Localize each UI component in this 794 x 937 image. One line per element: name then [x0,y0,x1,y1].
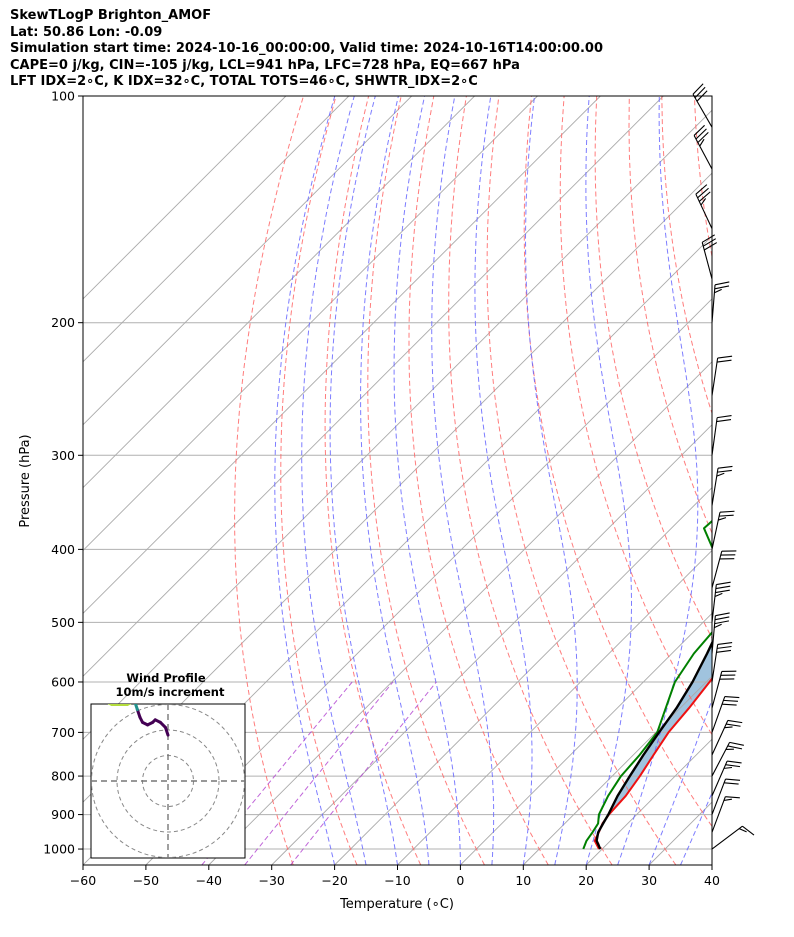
isotherm--100 [83,96,601,615]
y-tick-label: 1000 [43,842,75,857]
moist-adiabat [360,96,430,865]
hodograph-segment [133,704,139,712]
y-tick-label: 200 [51,315,75,330]
isotherm--80 [83,109,712,740]
isotherm-10 [522,675,712,865]
wind-barb [711,581,731,623]
isotherm--50 [145,298,712,865]
location-line: Lat: 50.86 Lon: -0.09 [10,24,163,40]
x-tick-label: 40 [704,873,720,888]
index-line: LFT IDX=2∘C, K IDX=32∘C, TOTAL TOTS=46∘C… [10,74,478,89]
y-tick-label: 900 [51,807,75,822]
dry-adiabat [727,96,794,865]
moist-adiabat [711,863,712,865]
dry-adiabat [486,96,677,865]
wind-barb [711,719,743,756]
isotherm--150 [83,96,287,300]
x-tick-label: −10 [384,873,410,888]
y-axis-label: Pressure (hPa) [18,434,33,527]
dry-adiabat [661,96,712,415]
wind-barb [711,696,740,733]
isotherm--130 [83,96,413,426]
wind-barb [711,670,737,709]
x-tick-label: −30 [259,873,285,888]
wind-barb [711,355,733,396]
x-tick-label: 0 [456,873,464,888]
dry-adiabat [448,96,613,865]
isotherm--110 [83,96,538,552]
y-tick-label: 500 [51,615,75,630]
wind-barb [711,415,732,456]
mixing-ratio-line [201,681,353,865]
wind-barb [711,825,755,850]
wind-barb [695,184,713,229]
hodograph-segment [107,704,114,706]
dry-adiabat [280,96,358,865]
parcel-line [595,640,712,850]
moist-adiabat [585,96,632,865]
isotherm--120 [83,96,475,489]
time-line: Simulation start time: 2024-10-16_00:00:… [10,41,603,56]
mixing-ratio-line [244,681,394,865]
wind-barb [711,741,744,777]
wind-barb [701,234,718,280]
wind-barb [711,510,735,550]
x-tick-label: −60 [70,873,96,888]
chart-title: SkewTLogP Brighton_AMOF [10,8,212,23]
dry-adiabat [324,96,422,865]
y-tick-label: 800 [51,769,75,784]
moist-adiabat [274,96,336,865]
x-tick-label: −40 [196,873,222,888]
x-tick-label: 10 [515,873,531,888]
y-tick-label: 100 [51,89,75,104]
dry-adiabat [408,96,549,865]
dry-adiabat [234,96,304,865]
x-axis-label: Temperature (∘C) [339,897,454,912]
moist-adiabat [648,698,712,865]
isotherm--10 [397,549,712,865]
dry-adiabat [367,96,485,865]
y-tick-label: 300 [51,448,75,463]
x-tick-label: 30 [641,873,657,888]
dry-adiabat [559,96,712,736]
wind-barb [693,124,713,170]
wind-barb [711,465,733,506]
chart-header: SkewTLogP Brighton_AMOF Lat: 50.86 Lon: … [10,8,780,91]
wind-barb [711,642,733,683]
y-tick-label: 700 [51,725,75,740]
wind-barb [711,281,730,323]
temperature-line [593,677,712,850]
isotherm--20 [334,486,712,865]
mixing-ratio-line [290,681,437,865]
y-tick-label: 600 [51,674,75,689]
wind-barb [711,760,742,797]
dewpoint-line [582,519,712,850]
x-tick-label: −20 [321,873,347,888]
isotherm--140 [83,96,350,363]
wind-barb [711,796,740,833]
hodograph-subtitle: 10m/s increment [116,685,225,699]
hodograph-title: Wind Profile [126,671,206,685]
moist-adiabat [329,96,398,865]
moist-adiabat [680,791,712,865]
x-tick-label: 20 [578,873,594,888]
moist-adiabat [393,96,461,865]
hodograph-inset: Wind Profile 10m/s increment [90,671,246,859]
moist-adiabat [301,96,367,865]
isotherm-0 [460,612,712,865]
moist-adiabat [617,96,699,865]
stability-line: CAPE=0 j/kg, CIN=-105 j/kg, LCL=941 hPa,… [10,57,520,73]
dry-adiabat [760,96,794,865]
isotherm-40 [711,864,712,865]
dry-adiabat [523,96,712,828]
isotherm--30 [271,424,712,865]
wind-barb [711,612,730,654]
isotherm--90 [83,96,664,677]
y-tick-label: 400 [51,542,75,557]
wind-barb [711,778,741,815]
dry-adiabat [594,96,712,640]
x-tick-label: −50 [133,873,159,888]
wind-barb [711,550,737,589]
